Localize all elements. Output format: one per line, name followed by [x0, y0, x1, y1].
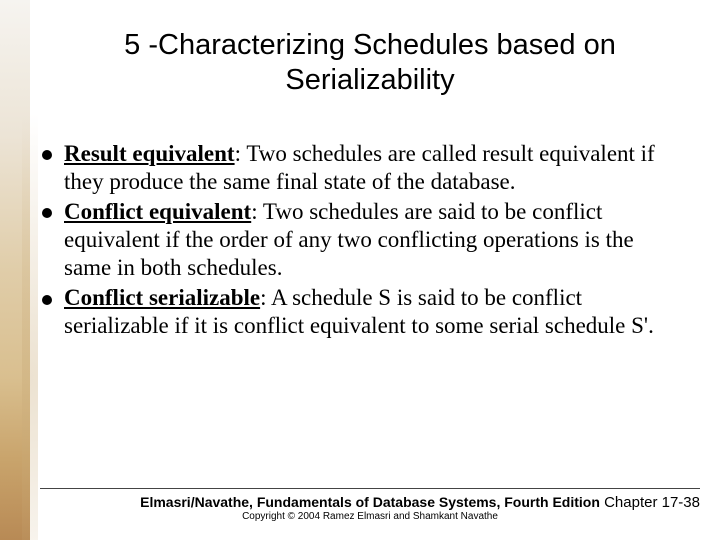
footer-book-title: Elmasri/Navathe, Fundamentals of Databas… — [40, 494, 700, 510]
bullet-term: Conflict equivalent — [64, 199, 251, 224]
bullet-item: Conflict equivalent: Two schedules are s… — [42, 198, 682, 282]
footer-copyright: Copyright © 2004 Ramez Elmasri and Shamk… — [40, 511, 700, 522]
bullet-icon — [42, 295, 52, 305]
slide-title: 5 -Characterizing Schedules based on Ser… — [60, 28, 680, 98]
bullet-icon — [42, 208, 52, 218]
slide-footer: Elmasri/Navathe, Fundamentals of Databas… — [40, 494, 700, 522]
slide: 5 -Characterizing Schedules based on Ser… — [0, 0, 720, 540]
bullet-item: Conflict serializable: A schedule S is s… — [42, 284, 682, 340]
slide-body: Result equivalent: Two schedules are cal… — [42, 140, 682, 342]
bullet-term: Result equivalent — [64, 141, 235, 166]
bullet-icon — [42, 150, 52, 160]
decorative-left-band — [0, 0, 30, 540]
bullet-term: Conflict serializable — [64, 285, 260, 310]
footer-divider — [40, 488, 700, 489]
footer-chapter: Chapter 17-38 — [604, 494, 700, 511]
bullet-item: Result equivalent: Two schedules are cal… — [42, 140, 682, 196]
